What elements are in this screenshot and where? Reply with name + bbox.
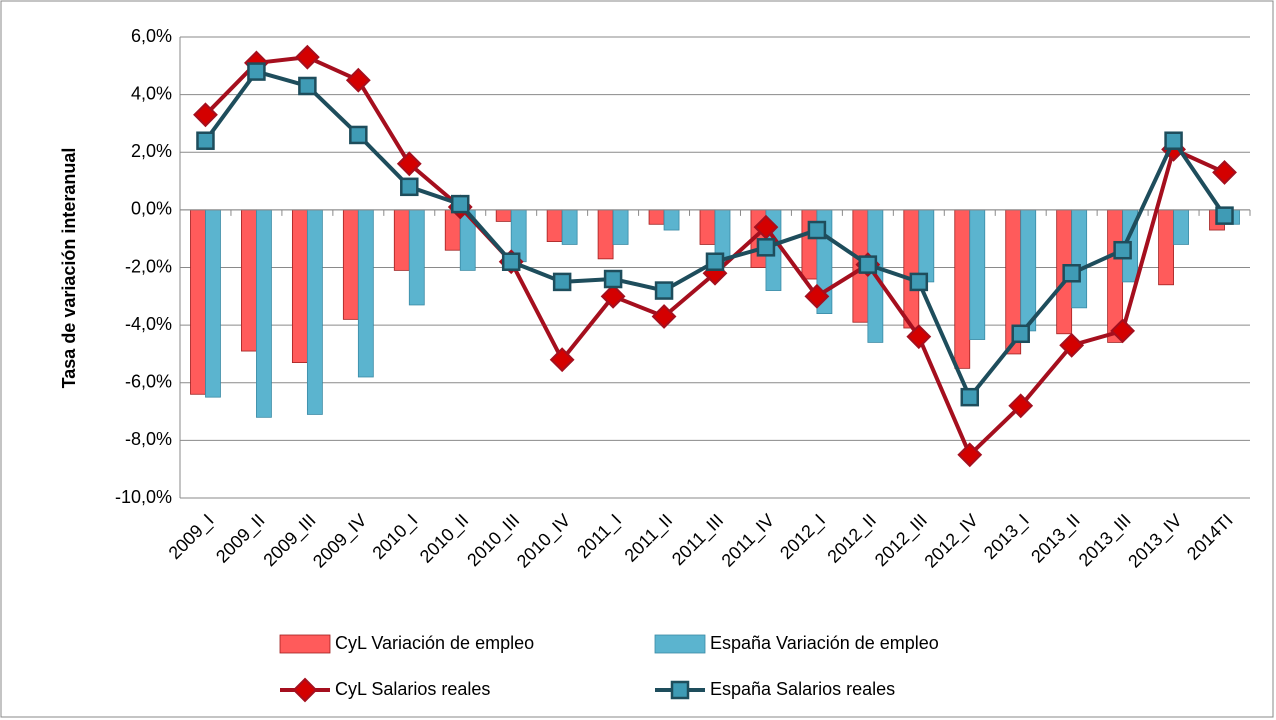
bar — [969, 209, 986, 340]
bar — [546, 209, 563, 242]
bar — [918, 209, 935, 283]
line-marker — [1215, 206, 1234, 225]
line-marker — [1212, 160, 1237, 185]
y-tick-label: 6,0% — [131, 26, 172, 46]
line-marker — [345, 67, 371, 93]
line-marker — [501, 252, 521, 271]
line-marker — [349, 125, 368, 145]
bar — [342, 209, 359, 320]
line-marker — [549, 347, 575, 373]
line-marker — [1110, 318, 1136, 344]
y-tick-label: 4,0% — [131, 83, 172, 103]
bar — [1020, 209, 1037, 332]
y-tick-label: -4,0% — [125, 314, 172, 334]
line-marker — [396, 151, 422, 177]
y-tick-label: -2,0% — [125, 256, 172, 276]
y-axis-label: Tasa de variación interanual — [59, 148, 79, 389]
bar — [597, 209, 614, 260]
bar — [495, 209, 512, 222]
line-marker — [600, 283, 626, 309]
bar — [256, 209, 272, 418]
legend-label: España Variación de empleo — [710, 633, 939, 653]
legend-label: España Salarios reales — [710, 679, 895, 699]
line-marker — [247, 62, 266, 81]
y-tick-label: -8,0% — [125, 429, 172, 449]
bar — [357, 209, 374, 378]
line-marker — [298, 76, 317, 96]
bar — [903, 209, 920, 329]
bar — [408, 209, 425, 306]
bar — [1158, 209, 1174, 286]
line-marker — [1113, 240, 1132, 260]
line-marker — [906, 324, 932, 350]
bar — [205, 209, 221, 398]
bar — [241, 209, 257, 352]
legend-marker — [670, 680, 690, 700]
line-marker — [196, 131, 215, 150]
line-marker — [1008, 393, 1034, 419]
line-marker — [957, 442, 983, 468]
line-marker — [193, 102, 218, 128]
legend-marker — [292, 677, 318, 703]
line-marker — [960, 387, 980, 407]
line-marker — [807, 220, 827, 240]
line-marker — [1011, 324, 1030, 344]
bar — [954, 209, 971, 369]
bar — [291, 209, 308, 363]
line-marker — [450, 194, 470, 214]
bar — [561, 209, 578, 245]
line-marker — [804, 283, 830, 309]
legend-label: CyL Variación de empleo — [335, 633, 534, 653]
bar — [393, 209, 410, 271]
line-marker — [552, 272, 572, 292]
bar — [306, 209, 323, 415]
y-tick-label: -10,0% — [115, 487, 172, 507]
line-marker — [756, 238, 776, 257]
bar — [612, 209, 629, 245]
line-marker — [651, 304, 677, 329]
legend-label: CyL Salarios reales — [335, 679, 490, 699]
bar — [1071, 209, 1088, 309]
legend-swatch — [279, 634, 331, 654]
line-marker — [400, 177, 419, 197]
line-marker — [294, 44, 320, 70]
y-tick-label: -6,0% — [125, 372, 172, 392]
line-marker — [858, 255, 878, 274]
line-marker — [654, 281, 674, 300]
line-marker — [1059, 332, 1085, 358]
line-marker — [1164, 131, 1183, 150]
line-marker — [603, 269, 623, 289]
line-marker — [705, 252, 725, 271]
bar — [1173, 209, 1189, 245]
bar — [663, 209, 680, 231]
bar — [190, 209, 206, 395]
bar — [648, 209, 665, 225]
bar — [801, 209, 818, 280]
legend-swatch — [654, 634, 706, 654]
line-marker — [909, 272, 929, 292]
y-tick-label: 0,0% — [131, 199, 172, 219]
bar — [699, 209, 716, 245]
line-marker — [1062, 264, 1081, 283]
y-tick-label: 2,0% — [131, 141, 172, 161]
